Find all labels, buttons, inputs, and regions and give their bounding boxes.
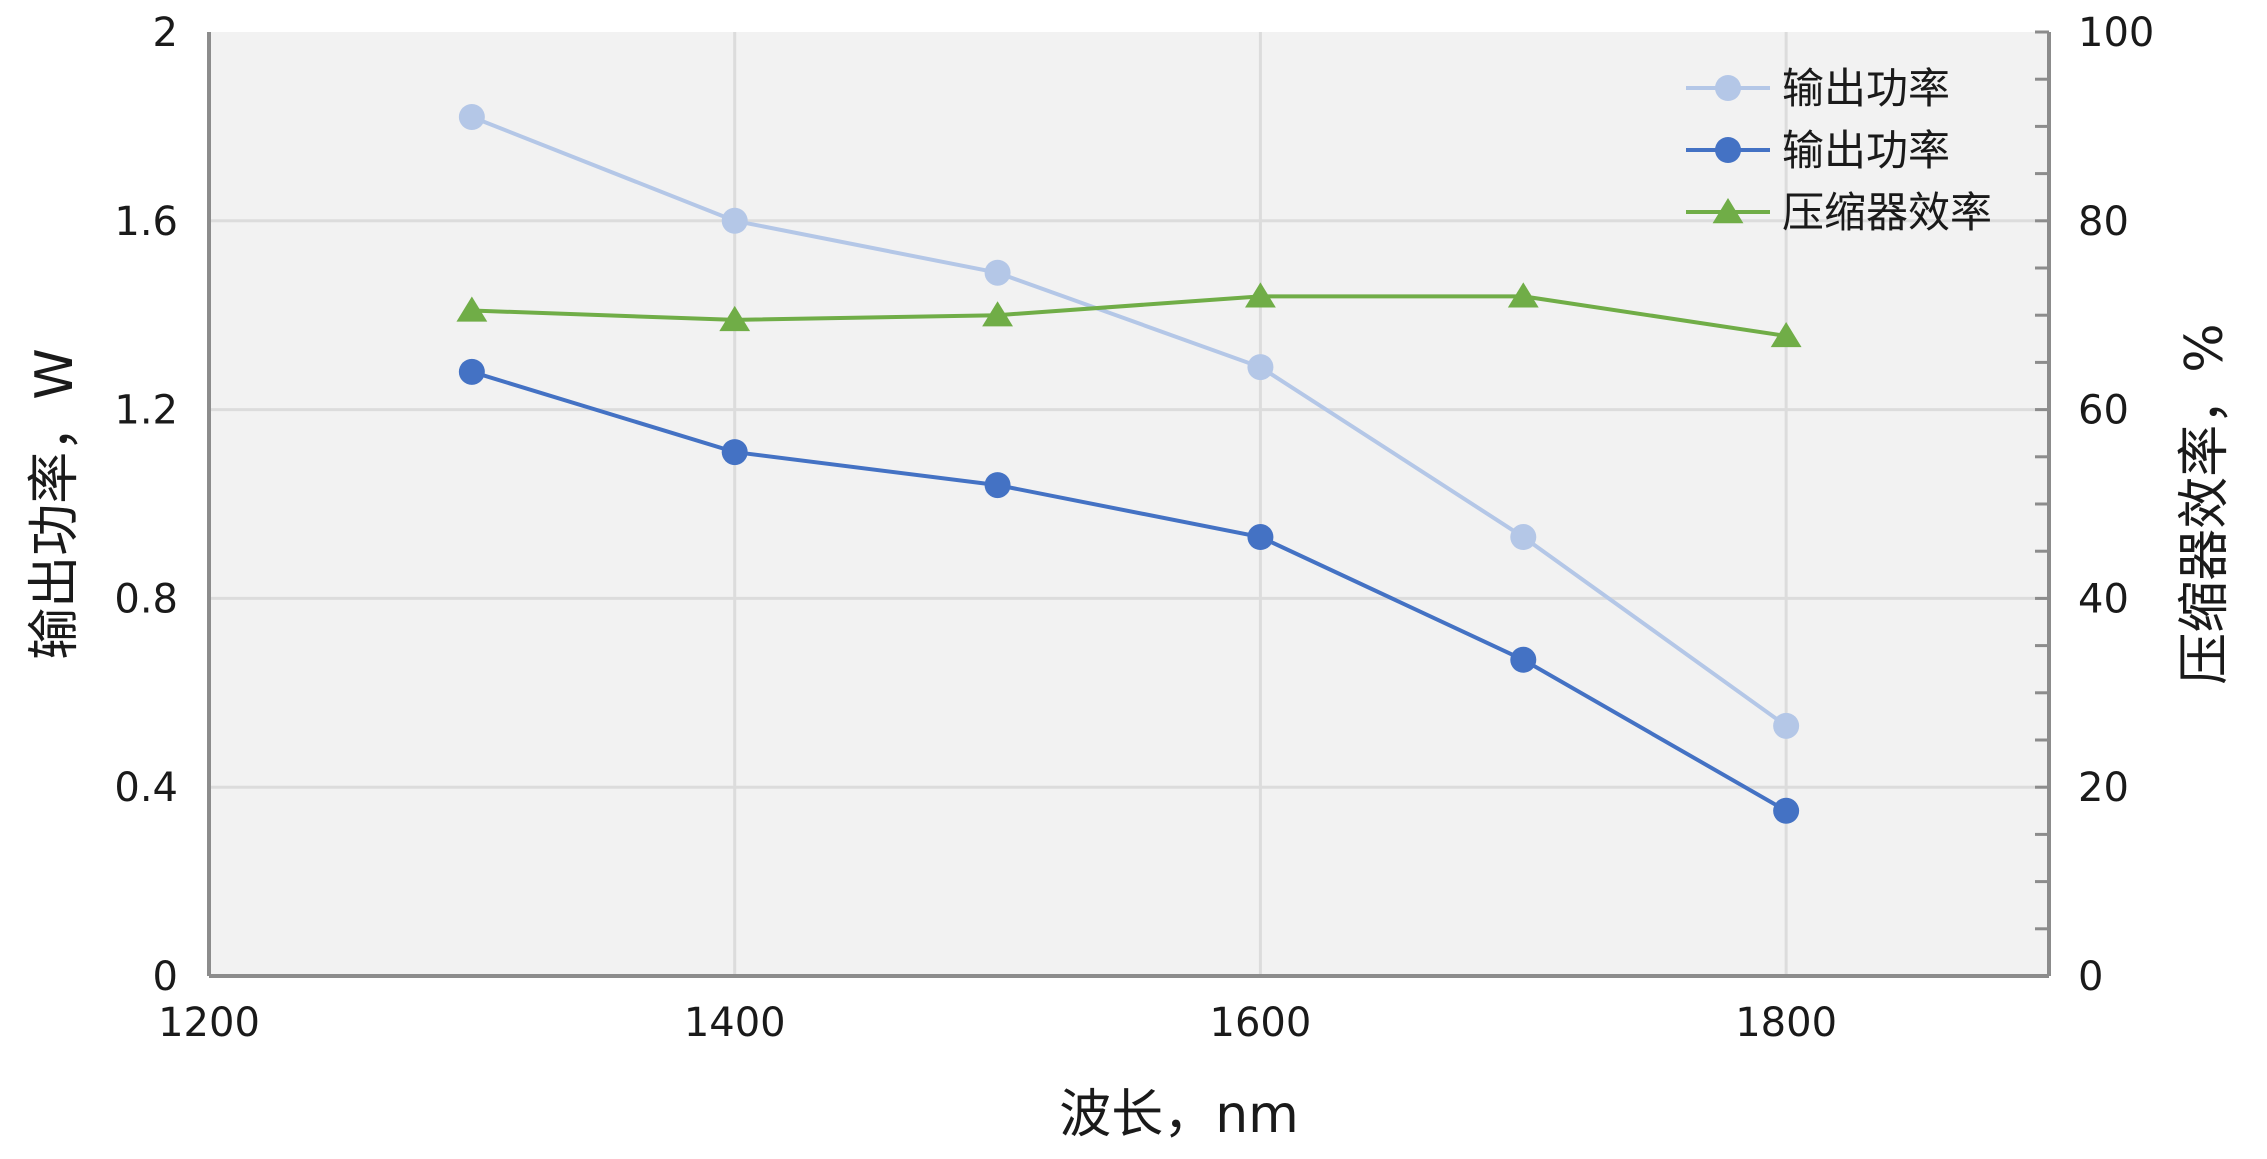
data-point bbox=[1507, 282, 1539, 308]
data-point bbox=[982, 301, 1013, 327]
y-tick-label: 2 bbox=[153, 10, 178, 56]
y2-tick-label: 40 bbox=[2078, 576, 2129, 622]
x-axis-title: 波长，nm bbox=[1059, 1085, 1299, 1145]
data-point bbox=[984, 259, 1011, 286]
y2-tick-label: 80 bbox=[2078, 199, 2129, 245]
x-tick-label: 1600 bbox=[1210, 1000, 1312, 1046]
data-point bbox=[1245, 282, 1276, 308]
legend-label: 输出功率 bbox=[1782, 126, 1950, 175]
tick-labels: 0 0.4 0.8 1.2 1.6 2 1200 1400 1600 1800 0 20 40 60 80 1… bbox=[114, 10, 2154, 1046]
legend-marker bbox=[1715, 137, 1741, 163]
series-layer bbox=[456, 103, 1802, 824]
data-point bbox=[458, 103, 485, 130]
data-point bbox=[1773, 797, 1800, 824]
data-point bbox=[456, 296, 488, 322]
y-tick-label: 0 bbox=[153, 954, 178, 1000]
x-tick-label: 1200 bbox=[158, 1000, 260, 1046]
data-point bbox=[719, 305, 751, 332]
legend-label: 压缩器效率 bbox=[1782, 188, 1992, 237]
series-line-0 bbox=[471, 115, 1788, 728]
y-tick-label: 1.2 bbox=[114, 388, 178, 434]
y-axis-title: 输出功率，W bbox=[25, 348, 85, 659]
data-point bbox=[721, 439, 748, 466]
legend-label: 输出功率 bbox=[1782, 64, 1950, 113]
legend-marker bbox=[1715, 75, 1741, 101]
data-point bbox=[1773, 712, 1800, 739]
y2-tick-label: 60 bbox=[2078, 388, 2129, 434]
y-tick-label: 1.6 bbox=[114, 199, 178, 245]
series-line-1 bbox=[471, 369, 1788, 813]
plot-area bbox=[209, 32, 2049, 976]
y2-axis-title: 压缩器效率，% bbox=[2175, 323, 2235, 684]
x-tick-label: 1400 bbox=[684, 1000, 786, 1046]
x-tick-label: 1800 bbox=[1735, 1000, 1837, 1046]
series-line-2 bbox=[471, 294, 1787, 338]
y2-tick-label: 100 bbox=[2078, 10, 2154, 56]
y2-tick-label: 0 bbox=[2078, 954, 2103, 1000]
y-tick-label: 0.4 bbox=[114, 765, 178, 811]
data-point bbox=[721, 207, 748, 234]
data-point bbox=[1247, 524, 1274, 551]
axes bbox=[207, 30, 2051, 978]
data-point bbox=[1770, 321, 1802, 348]
y-tick-label: 0.8 bbox=[114, 576, 178, 622]
data-point bbox=[1247, 354, 1274, 381]
data-point bbox=[458, 358, 485, 385]
y2-tick-label: 20 bbox=[2078, 765, 2129, 811]
data-point bbox=[1510, 646, 1537, 673]
legend-marker bbox=[1712, 198, 1744, 224]
data-point bbox=[1510, 524, 1537, 551]
data-point bbox=[984, 472, 1011, 499]
